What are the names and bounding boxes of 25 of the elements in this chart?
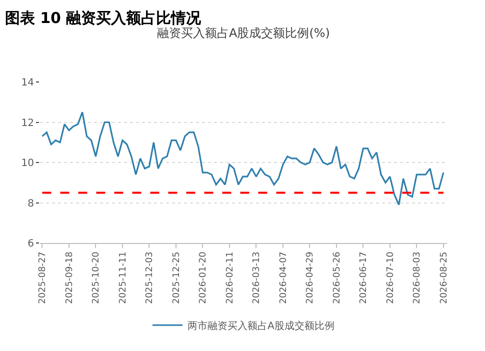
y-tick-label: 8 bbox=[28, 198, 34, 210]
x-tick-label: 2025-10-20 bbox=[92, 251, 102, 304]
x-tick-label: 2025-09-18 bbox=[64, 251, 75, 304]
x-tick-label: 2026-04-07 bbox=[278, 252, 289, 304]
x-tick-label: 2025-12-25 bbox=[172, 252, 182, 304]
x-tick-label: 2026-01-20 bbox=[198, 251, 209, 304]
x-tick-label: 2026-08-25 bbox=[439, 252, 450, 304]
legend-label: 两市融资买入额占A股成交额比例 bbox=[188, 320, 334, 332]
y-tick-label: 12 bbox=[21, 118, 34, 129]
y-tick-label: 6 bbox=[28, 238, 34, 250]
x-tick-label: 2026-03-13 bbox=[252, 252, 262, 304]
x-tick-label: 2026-08-03 bbox=[412, 252, 423, 304]
chart-subtitle: 融资买入额占A股成交额比例(%) bbox=[157, 26, 330, 40]
y-tick-label: 14 bbox=[21, 78, 34, 88]
x-tick-label: 2025-11-11 bbox=[118, 252, 128, 304]
x-tick-label: 2026-02-11 bbox=[225, 252, 236, 304]
x-tick-label: 2025-12-03 bbox=[145, 252, 156, 304]
line-series bbox=[41, 111, 444, 206]
x-tick-label: 2026-05-26 bbox=[332, 251, 342, 304]
chart-title: 图表 10 融资买入额占比情况 bbox=[4, 8, 202, 27]
x-tick-label: 2026-07-10 bbox=[386, 251, 396, 304]
x-tick-label: 2025-08-27 bbox=[38, 252, 48, 304]
y-tick-label: 10 bbox=[21, 158, 34, 169]
x-tick-label: 2026-04-29 bbox=[306, 251, 316, 304]
x-tick-label: 2026-06-17 bbox=[359, 252, 370, 304]
